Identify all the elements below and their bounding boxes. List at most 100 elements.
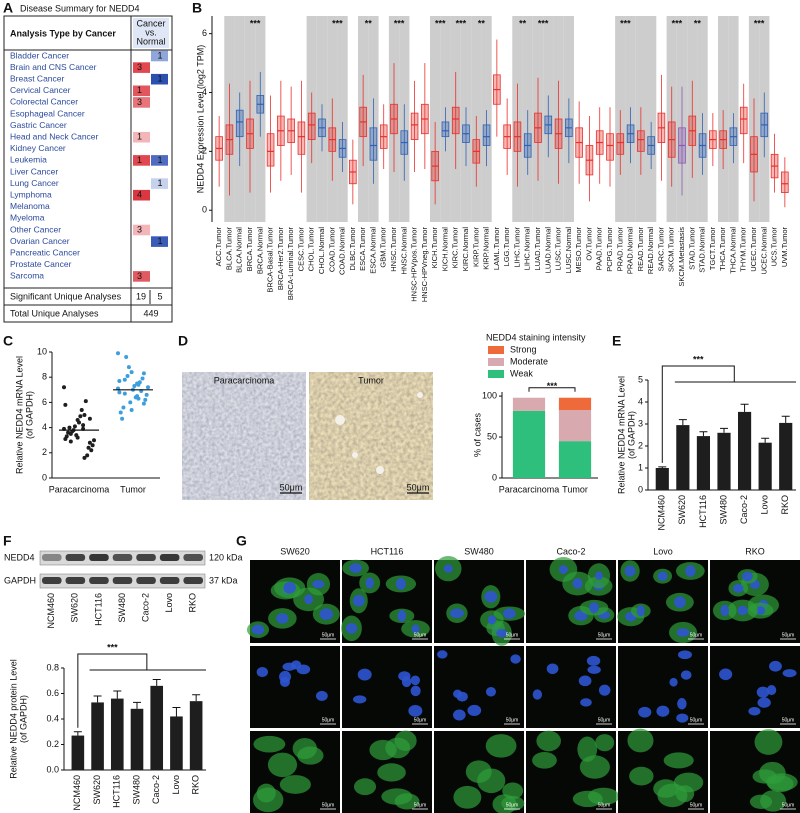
blot-lane: NCM460 bbox=[46, 593, 56, 629]
data-point bbox=[132, 384, 137, 389]
micrograph bbox=[182, 372, 306, 500]
tissue-texture bbox=[417, 392, 423, 398]
pair-shade bbox=[337, 16, 348, 222]
x-tick-label: ESCA.Tumor bbox=[358, 227, 367, 271]
row-name: Lung Cancer bbox=[10, 178, 59, 188]
cytoplasm-stain bbox=[754, 729, 783, 755]
bar-segment bbox=[512, 410, 546, 478]
y-tick-label: 5 bbox=[638, 374, 643, 384]
bar bbox=[779, 422, 793, 490]
x-tick-label: BRCA-Luminal.Tumor bbox=[286, 227, 295, 301]
row-name: Breast Cancer bbox=[10, 73, 64, 83]
x-tick-label: ESCA.Normal bbox=[368, 227, 377, 274]
data-point bbox=[82, 455, 87, 460]
x-tick-label: COAD.Normal bbox=[338, 227, 347, 275]
over-cell bbox=[133, 131, 150, 143]
x-tick-label: LUAD.Tumor bbox=[533, 227, 542, 271]
data-point bbox=[144, 392, 149, 397]
cytoplasm-stain bbox=[253, 787, 284, 813]
nucleus-stain bbox=[437, 650, 448, 659]
nucleus-stain bbox=[578, 675, 592, 687]
nucleus-stain bbox=[296, 664, 311, 675]
pair-shade bbox=[430, 16, 441, 222]
data-point bbox=[72, 424, 77, 429]
data-point bbox=[117, 390, 122, 395]
nucleus-stain bbox=[365, 577, 374, 589]
data-point bbox=[129, 370, 134, 375]
x-tick-label: HNSC.Tumor bbox=[389, 227, 398, 272]
x-tick-label: Paracarcinoma bbox=[499, 484, 560, 494]
x-tick-label: PCPG.Tumor bbox=[605, 227, 614, 272]
nucleus-stain bbox=[487, 615, 497, 625]
scale-bar-label: 50μm bbox=[690, 717, 703, 723]
x-tick-label: HNSC-HPVneg.Tumor bbox=[420, 227, 429, 303]
col-header: vs. bbox=[145, 27, 157, 37]
x-tick-label: LIHC.Tumor bbox=[512, 226, 521, 267]
x-tick-label: READ.Tumor bbox=[636, 226, 645, 271]
data-point bbox=[141, 401, 146, 406]
legend-swatch bbox=[488, 346, 504, 354]
y-tick-label: 8 bbox=[42, 372, 47, 382]
y-tick-label: 0.4 bbox=[46, 713, 59, 723]
nucleus-stain bbox=[766, 685, 777, 696]
box bbox=[637, 130, 645, 152]
nucleus-stain bbox=[283, 582, 296, 594]
error-bar bbox=[658, 466, 667, 468]
nucleus-stain bbox=[398, 671, 411, 681]
x-tick-label: LUSC.Normal bbox=[564, 227, 573, 274]
y-tick-label: 50 bbox=[487, 431, 497, 441]
bar bbox=[91, 702, 104, 770]
nucleus-stain bbox=[594, 571, 603, 581]
data-point bbox=[82, 413, 87, 417]
nucleus-stain bbox=[503, 608, 516, 619]
x-tick-label: HNSC-HPVpos.Tumor bbox=[410, 227, 419, 302]
blot-band bbox=[112, 577, 133, 584]
row-name: Bladder Cancer bbox=[10, 50, 69, 60]
blot-band bbox=[159, 577, 180, 584]
row-name: Cervical Cancer bbox=[10, 85, 71, 95]
nucleus-stain bbox=[720, 604, 730, 617]
significance: *** bbox=[435, 18, 446, 28]
footer-label: Significant Unique Analyses bbox=[10, 291, 122, 301]
nucleus-stain bbox=[485, 686, 497, 697]
y-tick-label: 0.2 bbox=[46, 739, 59, 749]
y-tick-label: 2 bbox=[638, 440, 643, 450]
cell-line-label: RKO bbox=[745, 546, 765, 556]
nucleus-stain bbox=[737, 605, 748, 616]
x-tick-label: SKCM.Tumor bbox=[667, 227, 676, 273]
data-point bbox=[87, 416, 92, 421]
data-point bbox=[124, 355, 129, 360]
x-tick-label: THYM.Tumor bbox=[739, 227, 748, 272]
under-cell bbox=[151, 236, 168, 247]
row-name: Kidney Cancer bbox=[10, 143, 66, 153]
box bbox=[781, 171, 789, 193]
nucleus-stain bbox=[676, 628, 690, 637]
nucleus-stain bbox=[312, 580, 325, 589]
cytoplasm-stain bbox=[369, 739, 397, 761]
y-tick-label: 4 bbox=[202, 87, 207, 97]
scale-bar-label: 50μm bbox=[414, 717, 427, 723]
over-count: 1 bbox=[137, 155, 142, 165]
cytoplasm-stain bbox=[502, 782, 524, 800]
row-name: Brain and CNS Cancer bbox=[10, 62, 97, 72]
scale-bar-label: 50μm bbox=[598, 632, 611, 638]
row-name: Sarcoma bbox=[10, 271, 44, 281]
blot-band bbox=[65, 554, 86, 561]
bar bbox=[758, 442, 772, 490]
nucleus-stain bbox=[685, 565, 696, 577]
row-name: Head and Neck Cancer bbox=[10, 131, 99, 141]
footer-value: 449 bbox=[143, 308, 158, 318]
cytoplasm-stain bbox=[292, 737, 317, 760]
legend-swatch bbox=[488, 370, 504, 378]
panel-letter: F bbox=[3, 533, 12, 549]
significance: *** bbox=[250, 18, 261, 28]
nucleus-stain bbox=[638, 706, 652, 718]
nucleus-stain bbox=[732, 583, 744, 593]
under-count: 1 bbox=[157, 74, 162, 84]
blot-band bbox=[42, 577, 62, 584]
x-tick-label: Caco-2 bbox=[739, 495, 749, 524]
footer-value: 19 bbox=[136, 291, 146, 301]
significance: *** bbox=[538, 18, 549, 28]
row-name: Liver Cancer bbox=[10, 166, 58, 176]
x-tick-label: PAAD.Tumor bbox=[595, 227, 604, 271]
